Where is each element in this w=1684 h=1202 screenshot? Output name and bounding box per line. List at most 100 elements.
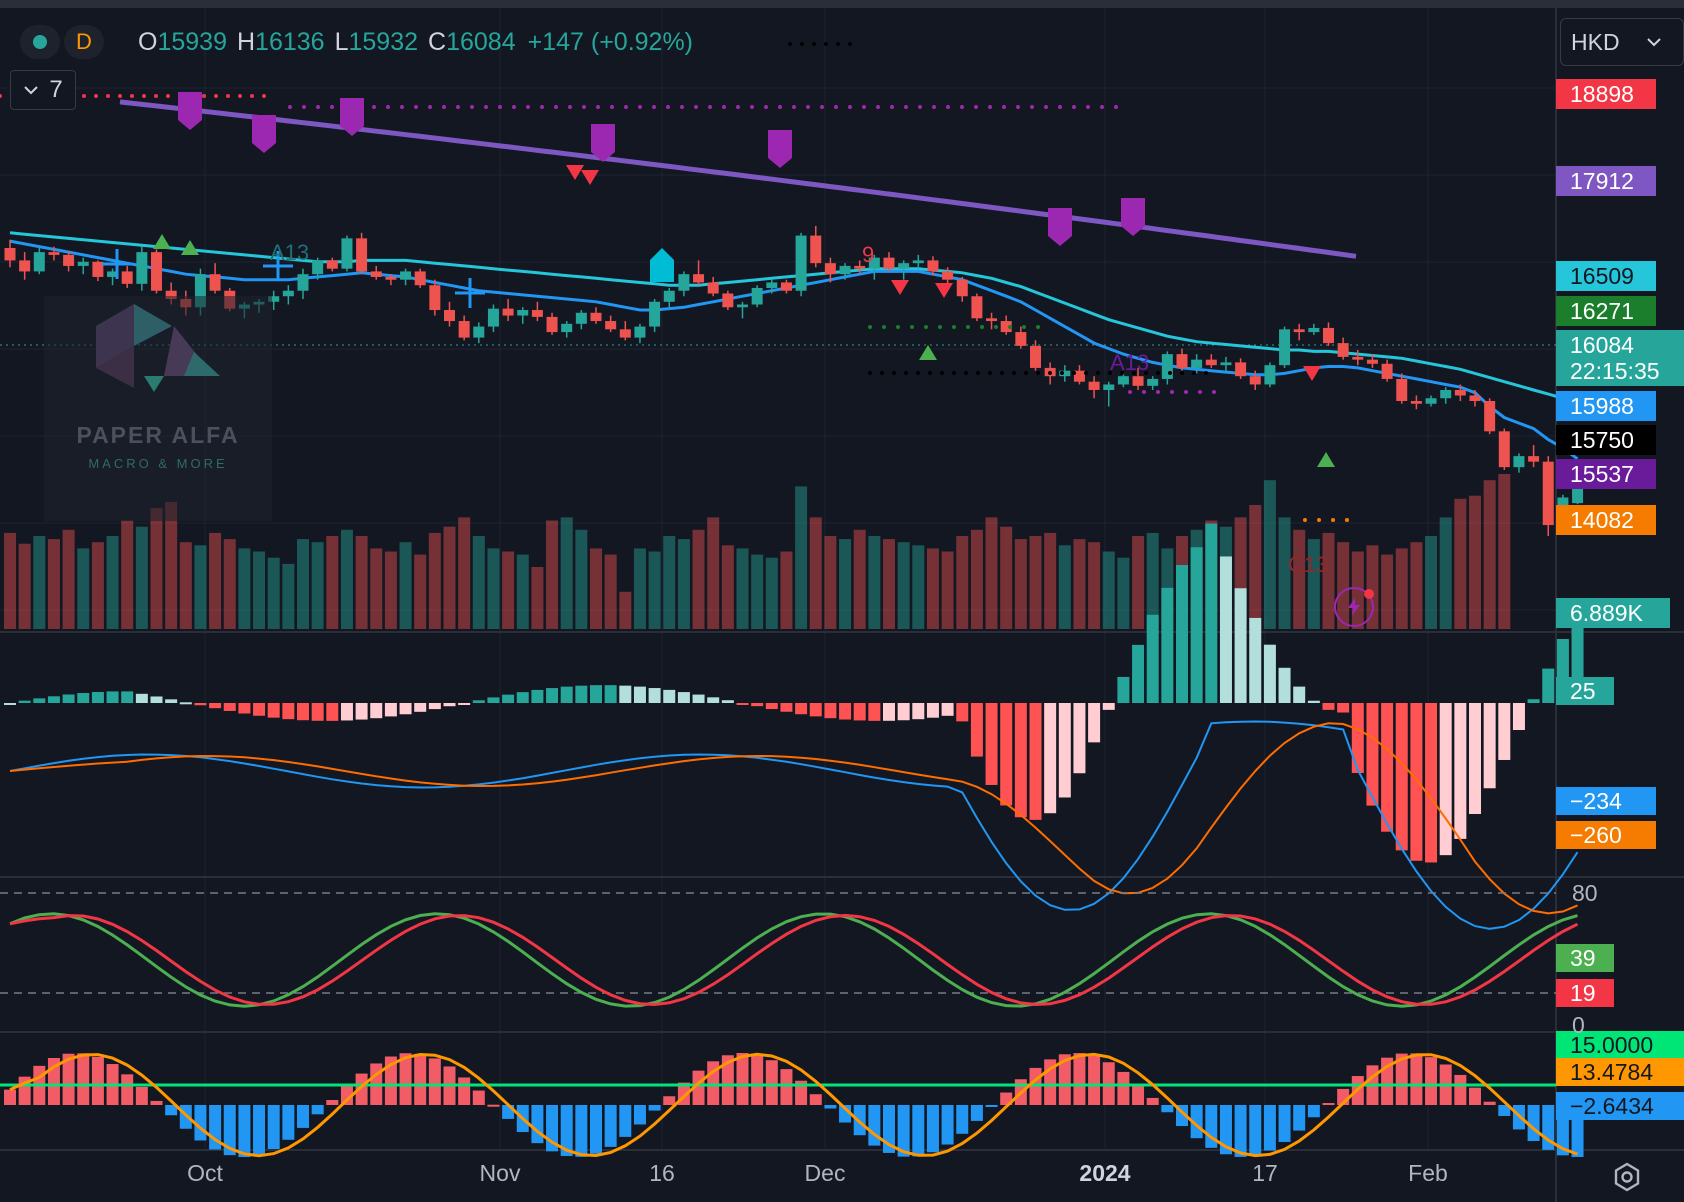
candle-body — [1176, 354, 1188, 368]
osc-histogram-bar — [1146, 1097, 1159, 1105]
volume-bar — [575, 529, 588, 629]
osc-histogram-bar — [795, 1080, 808, 1105]
volume-bar — [502, 551, 515, 629]
candle-body — [854, 265, 866, 269]
macd-histogram-bar — [267, 703, 280, 718]
osc-histogram-bar — [970, 1105, 983, 1121]
osc-histogram-bar — [868, 1105, 881, 1146]
signal-dot — [848, 105, 852, 109]
macd-pane — [4, 523, 1584, 930]
macd-histogram-bar — [443, 703, 456, 707]
candle-body — [766, 282, 778, 288]
volume-bar — [912, 545, 925, 629]
signal-dot — [1072, 105, 1076, 109]
signal-label: C13 — [1288, 552, 1328, 577]
signal-dot — [882, 325, 886, 329]
candle-body — [1293, 329, 1305, 333]
signal-dot — [800, 42, 804, 46]
macd-histogram-bar — [502, 694, 515, 703]
macd-histogram-bar — [91, 691, 104, 703]
signal-dot — [1016, 105, 1020, 109]
candle-body — [1469, 395, 1481, 401]
flag-marker — [1121, 198, 1145, 236]
currency-select[interactable]: HKD — [1560, 18, 1684, 66]
settings-gear-icon[interactable] — [1612, 1162, 1642, 1192]
signal-dot — [610, 105, 614, 109]
volume-bar — [531, 567, 544, 629]
signal-dot — [1048, 371, 1052, 375]
macd-histogram-bar — [1395, 703, 1408, 851]
volume-bar — [868, 536, 881, 629]
volume-bar — [1014, 539, 1027, 629]
candle-body — [927, 260, 939, 272]
signal-dot — [976, 371, 980, 375]
signal-dot — [666, 105, 670, 109]
chevron-down-icon — [24, 86, 39, 95]
signal-dot — [1058, 105, 1062, 109]
osc-histogram-bar — [267, 1105, 280, 1150]
status-dot-icon[interactable] — [20, 25, 60, 59]
osc-histogram-bar — [1161, 1105, 1174, 1113]
macd-histogram-bar — [209, 703, 222, 709]
volume-bar — [1498, 474, 1511, 629]
price-axis-label: 18898 — [1556, 79, 1656, 109]
volume-bar — [106, 536, 119, 629]
volume-bar — [1263, 480, 1276, 629]
osc-histogram-bar — [1234, 1105, 1247, 1157]
osc-histogram-bar — [633, 1105, 646, 1125]
change-value: +147 (+0.92%) — [527, 27, 694, 56]
candle-body — [1323, 327, 1334, 344]
osc-histogram-bar — [604, 1105, 617, 1147]
volume-bar — [1058, 545, 1071, 629]
macd-histogram-bar — [853, 703, 866, 721]
osc-histogram-bar — [165, 1105, 178, 1116]
close-value: 16084 — [446, 27, 516, 56]
macd-histogram-bar — [1425, 703, 1438, 863]
timeframe-badge[interactable]: D — [64, 25, 104, 59]
open-value: 15939 — [157, 27, 227, 56]
osc-histogram-bar — [1410, 1053, 1423, 1105]
volume-bar — [648, 551, 661, 629]
candle-body — [194, 274, 206, 308]
volume-bar — [238, 548, 251, 629]
high-label: H — [236, 27, 256, 56]
candle-body — [1279, 329, 1291, 366]
currency-value: HKD — [1571, 28, 1620, 55]
volume-bar — [179, 542, 192, 629]
alert-bolt-button[interactable] — [1334, 587, 1374, 627]
osc-histogram-bar — [1454, 1074, 1467, 1105]
macd-histogram-bar — [472, 700, 485, 703]
macd-histogram-bar — [165, 699, 178, 703]
candle-body — [165, 290, 177, 299]
candle-body — [19, 260, 31, 272]
candle-body — [663, 290, 675, 302]
volume-bar — [1102, 551, 1115, 629]
indicators-toggle-button[interactable]: 7 — [10, 70, 76, 110]
osc-histogram-bar — [824, 1105, 837, 1109]
signal-dot — [952, 371, 956, 375]
indicator-axis-label: −2.6434 — [1556, 1092, 1684, 1120]
candle-body — [722, 293, 734, 308]
low-label: L — [334, 27, 349, 56]
volume-bar — [414, 554, 427, 629]
candle-body — [77, 261, 89, 266]
osc-histogram-bar — [1278, 1105, 1291, 1142]
candle-body — [1147, 378, 1159, 386]
signal-markers: A13 A13 9 C13 — [0, 42, 1349, 577]
osc-histogram-bar — [472, 1090, 485, 1105]
signal-dot — [904, 371, 908, 375]
candle-body — [326, 260, 338, 269]
macd-histogram-bar — [1058, 703, 1071, 798]
signal-dot — [924, 325, 928, 329]
volume-bar — [472, 536, 485, 629]
macd-histogram-bar — [941, 703, 954, 716]
macd-histogram-bar — [414, 703, 427, 712]
osc-histogram-bar — [458, 1077, 471, 1105]
osc-histogram-bar — [1483, 1101, 1496, 1105]
osc-histogram-bar — [1117, 1071, 1130, 1105]
candle-body — [1396, 378, 1408, 401]
macd-histogram-bar — [1161, 587, 1174, 703]
axis-tick-label: 0 — [1572, 1012, 1585, 1038]
macd-histogram-bar — [721, 700, 734, 703]
